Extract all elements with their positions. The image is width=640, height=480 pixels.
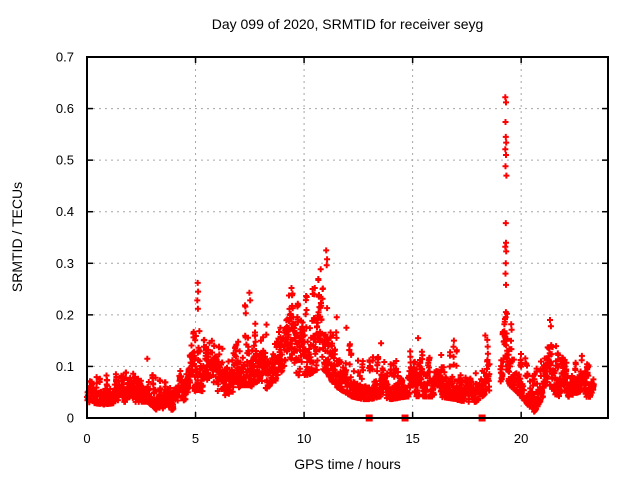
x-tick-label: 5 (192, 431, 199, 446)
x-tick-label: 0 (83, 431, 90, 446)
y-tick-label: 0.4 (56, 204, 74, 219)
chart-title: Day 099 of 2020, SRMTID for receiver sey… (211, 16, 484, 32)
x-axis-label: GPS time / hours (294, 456, 401, 472)
y-tick-label: 0.1 (56, 359, 74, 374)
x-tick-label: 20 (514, 431, 528, 446)
x-tick-label: 15 (405, 431, 419, 446)
x-tick-label: 10 (297, 431, 311, 446)
y-tick-label: 0.6 (56, 101, 74, 116)
y-tick-label: 0 (67, 411, 74, 426)
y-tick-label: 0.5 (56, 153, 74, 168)
scatter-points (84, 266, 597, 415)
y-tick-label: 0.3 (56, 256, 74, 271)
plot-border (86, 56, 609, 419)
outlier-points (144, 94, 554, 362)
y-tick-label: 0.2 (56, 307, 74, 322)
y-tick-label: 0.7 (56, 50, 74, 65)
